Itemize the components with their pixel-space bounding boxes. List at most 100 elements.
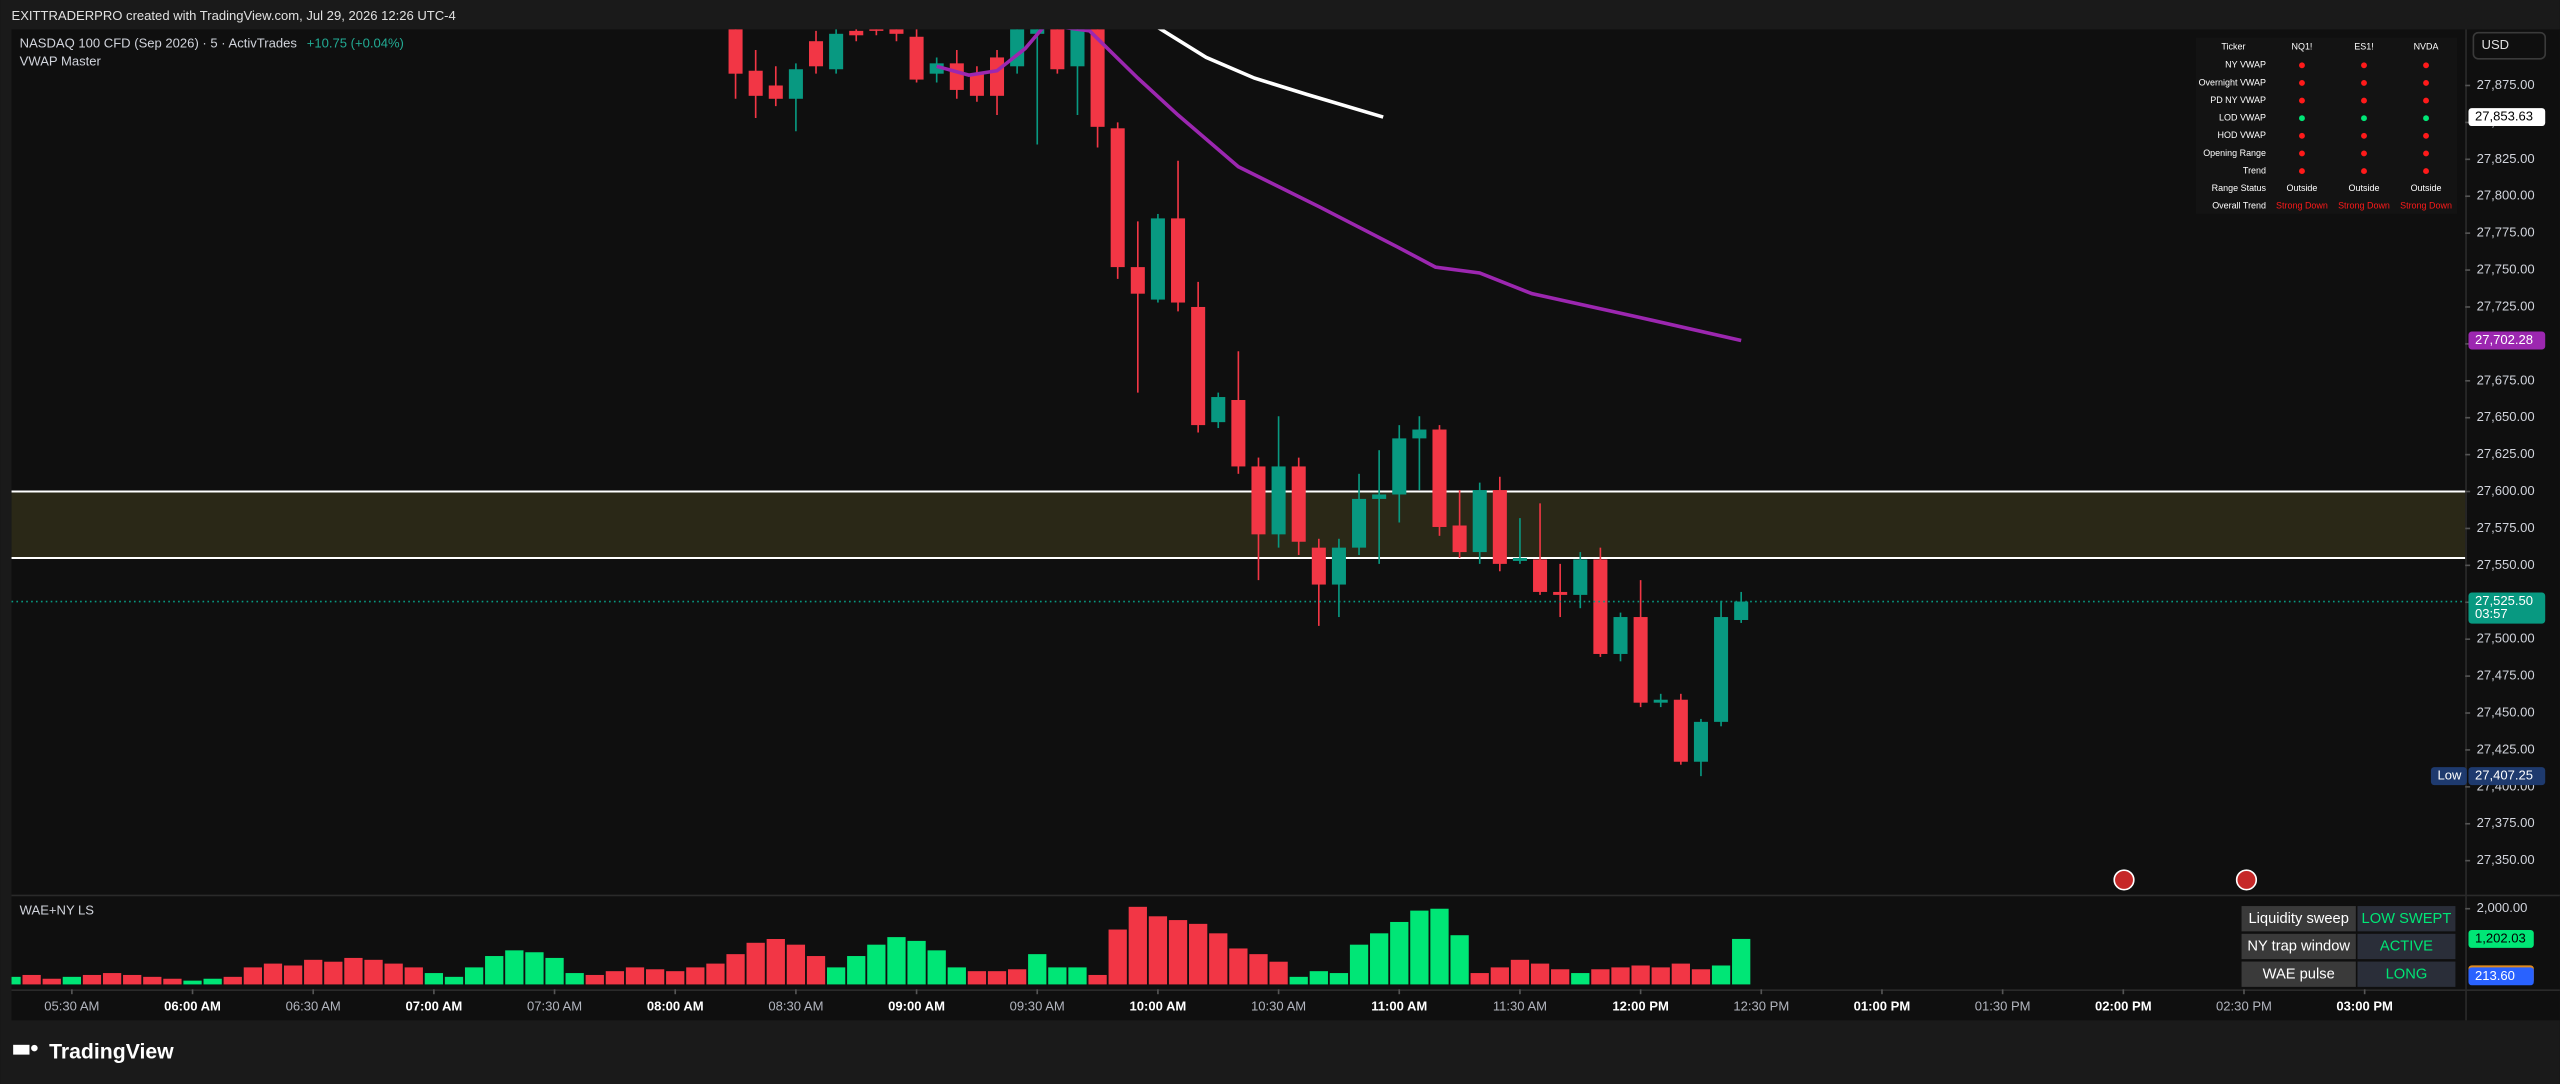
table-cell: Outside	[2411, 183, 2442, 193]
signal-label: Liquidity sweep	[2248, 911, 2348, 927]
candle-body	[1251, 466, 1266, 535]
wae-bar	[1631, 965, 1650, 985]
x-tick-label: 07:30 AM	[527, 999, 582, 1014]
candle-body	[1191, 306, 1206, 426]
price-marker	[2468, 929, 2534, 948]
table-header: ES1!	[2354, 42, 2373, 52]
candle-body	[1392, 438, 1407, 495]
vwap-line	[1157, 29, 1384, 119]
y-tick-label: 27,600.00	[2477, 483, 2535, 498]
signal-label-cell	[2241, 933, 2356, 960]
x-tick-label: 01:30 PM	[1975, 999, 2031, 1014]
candle-body	[728, 29, 743, 74]
wae-bar	[1390, 921, 1409, 985]
candle-body	[1452, 525, 1467, 553]
x-tick-label: 11:00 AM	[1371, 999, 1427, 1014]
status-dot	[2423, 150, 2429, 157]
currency-button[interactable]	[2472, 31, 2547, 60]
candle-body	[1211, 397, 1226, 423]
wae-bar	[1289, 976, 1308, 985]
candle-body	[1130, 267, 1145, 294]
wae-bar	[223, 976, 242, 985]
price-marker	[2468, 967, 2534, 986]
candle-body	[929, 63, 944, 74]
signal-label: NY trap window	[2247, 939, 2350, 955]
price-marker-label: 27,407.25	[2475, 768, 2533, 783]
wae-bar	[666, 971, 685, 985]
wae-bar	[1309, 971, 1328, 985]
wae-bar	[1007, 969, 1027, 985]
wae-bar	[826, 967, 846, 985]
table-cell: Strong Down	[2400, 201, 2452, 211]
price-marker-label: 213.60	[2475, 968, 2515, 983]
wae-bar	[1349, 944, 1369, 985]
wae-bar	[42, 978, 61, 985]
symbol-title: NASDAQ 100 CFD (Sep 2026) · 5 · ActivTra…	[20, 36, 298, 51]
y-tick-label: 27,450.00	[2477, 704, 2535, 719]
candle-body	[1110, 128, 1125, 268]
wae-bar	[686, 967, 705, 985]
wae-bar	[1510, 959, 1530, 985]
x-tick-label: 02:30 PM	[2216, 999, 2272, 1014]
status-dot	[2299, 79, 2305, 86]
wae-bar	[283, 965, 303, 985]
wae-bar	[967, 971, 987, 985]
wae-bar	[143, 976, 162, 985]
wae-bar	[1591, 969, 1610, 985]
event-flag[interactable]	[2235, 869, 2258, 891]
wae-bar	[585, 974, 604, 985]
x-tick-label: 06:00 AM	[164, 999, 221, 1014]
price-scale	[2465, 29, 2560, 1021]
wae-bar	[424, 973, 444, 985]
candle-body	[1090, 29, 1105, 127]
wae-bar	[1370, 933, 1389, 985]
table-row-label: Overall Trend	[2212, 201, 2266, 211]
candle-body	[1573, 559, 1588, 595]
table-header: NQ1!	[2291, 42, 2312, 52]
wae-bar	[1530, 963, 1550, 985]
wae-bar	[263, 963, 283, 985]
table-row-label: LOD VWAP	[2219, 113, 2266, 123]
x-tick-label: 10:30 AM	[1251, 999, 1306, 1014]
status-dot	[2423, 115, 2429, 122]
brand-logo[interactable]: TradingView	[13, 1041, 174, 1064]
wae-bar	[404, 967, 423, 985]
candle-body	[889, 29, 904, 34]
status-dot	[2361, 168, 2367, 175]
table-row-label: Range Status	[2212, 183, 2267, 193]
y-tick-label: 27,575.00	[2477, 520, 2535, 535]
status-dot	[2423, 79, 2429, 86]
candle-body	[1553, 591, 1568, 595]
wae-bar	[1108, 929, 1127, 985]
wae-bar	[243, 967, 263, 985]
wae-bar	[102, 973, 122, 985]
currency[interactable]: USD	[2482, 37, 2510, 52]
table-cell: Outside	[2287, 183, 2318, 193]
candle-body	[829, 33, 844, 70]
wae-bar	[123, 974, 142, 985]
price-change: +10.75 (+0.04%)	[307, 36, 404, 51]
wae-bar	[1711, 965, 1731, 985]
price-marker-tag-label: Low	[2437, 768, 2462, 783]
status-dot	[2361, 115, 2367, 122]
y-tick-label: 27,625.00	[2477, 446, 2535, 461]
candle-body	[1693, 721, 1708, 762]
table-row-label: HOD VWAP	[2218, 130, 2267, 140]
wae-bar	[887, 937, 906, 985]
brand[interactable]: TradingView	[49, 1041, 174, 1064]
candle-body	[949, 63, 964, 90]
y-tick-label: 27,825.00	[2477, 151, 2535, 166]
candle-body	[1070, 29, 1085, 67]
candle-body	[1271, 466, 1286, 535]
wae-pane	[11, 906, 1751, 985]
x-tick-label: 05:30 AM	[44, 999, 99, 1014]
price-marker	[2468, 767, 2546, 786]
x-tick-label: 11:30 AM	[1493, 999, 1547, 1014]
wae-bar	[1168, 920, 1188, 985]
event-flag[interactable]	[2113, 869, 2135, 891]
wae-bar	[444, 976, 464, 985]
indicator-name: VWAP Master	[20, 53, 102, 68]
candle-body	[1030, 29, 1045, 34]
wae-bar	[324, 961, 343, 985]
y-tick-label: 27,550.00	[2477, 557, 2535, 572]
